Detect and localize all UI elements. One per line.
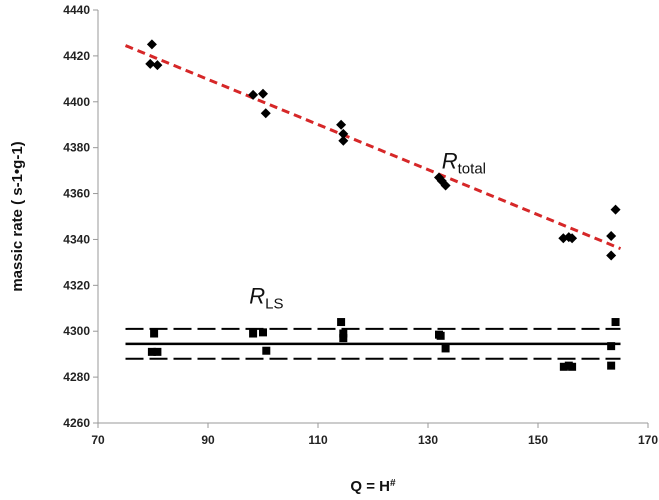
total-point bbox=[258, 88, 268, 99]
total-point bbox=[610, 204, 621, 215]
ls-point bbox=[337, 318, 346, 327]
annotation-r-total-subscript: total bbox=[458, 160, 486, 177]
labels: massic rate ( s-1•g-1) Q = H# Rtotal RLS bbox=[9, 141, 486, 495]
annotation-r-total-symbol: R bbox=[442, 148, 458, 173]
x-axis-title-text: Q = H bbox=[350, 478, 390, 495]
y-tick-label: 4340 bbox=[63, 232, 90, 246]
ls-point bbox=[147, 347, 156, 356]
y-tick-label: 4260 bbox=[63, 416, 90, 430]
total-point bbox=[606, 250, 617, 261]
annotation-r-total: Rtotal bbox=[442, 148, 486, 177]
x-tick-label: 90 bbox=[201, 433, 215, 447]
ls-point bbox=[153, 347, 162, 356]
axes: 4260 4280 4300 4320 4340 4360 4380 4400 4420 4440… bbox=[63, 3, 658, 447]
total-point bbox=[152, 60, 163, 71]
y-tick-label: 4440 bbox=[63, 3, 90, 17]
total-point bbox=[440, 180, 451, 191]
total-fit-layer bbox=[124, 44, 622, 251]
total-point bbox=[260, 108, 271, 119]
data-points bbox=[145, 39, 621, 371]
total-point bbox=[567, 233, 578, 244]
x-tick-label: 110 bbox=[308, 433, 328, 447]
y-tick-label: 4320 bbox=[63, 278, 90, 292]
total-point bbox=[146, 39, 157, 50]
total-point bbox=[338, 128, 349, 139]
ls-point bbox=[259, 328, 267, 337]
y-tick-label: 4280 bbox=[63, 370, 90, 384]
ls-point bbox=[607, 361, 616, 370]
y-axis-title: massic rate ( s-1•g-1) bbox=[9, 141, 26, 291]
x-axis-title: Q = H# bbox=[350, 478, 396, 496]
y-tick-label: 4380 bbox=[63, 141, 90, 155]
y-tick-label: 4300 bbox=[63, 324, 90, 338]
x-tick-label: 170 bbox=[638, 433, 658, 447]
ls-point bbox=[249, 329, 258, 338]
annotation-r-ls: RLS bbox=[249, 284, 283, 313]
x-tick-label: 70 bbox=[91, 433, 105, 447]
total-point bbox=[338, 135, 349, 146]
ls-point bbox=[568, 362, 577, 371]
ls-point bbox=[611, 318, 620, 327]
ls-point bbox=[607, 342, 616, 351]
ls-point bbox=[559, 362, 568, 371]
x-tick-label: 130 bbox=[418, 433, 438, 447]
x-axis-title-superscript: # bbox=[390, 478, 396, 489]
total-fit-line bbox=[124, 44, 622, 251]
total-point bbox=[606, 231, 617, 242]
ls-point bbox=[339, 329, 348, 338]
total-point bbox=[145, 58, 156, 69]
ls-point bbox=[441, 344, 450, 353]
y-tick-label: 4360 bbox=[63, 187, 90, 201]
ls-reference-lines bbox=[125, 327, 621, 360]
ls-point bbox=[262, 346, 271, 355]
ls-point bbox=[339, 334, 348, 343]
ls-point bbox=[436, 331, 445, 340]
y-tick-label: 4400 bbox=[63, 95, 90, 109]
ls-point bbox=[150, 329, 159, 338]
annotation-r-ls-symbol: R bbox=[249, 284, 265, 309]
total-point bbox=[336, 119, 347, 130]
total-point bbox=[248, 89, 259, 100]
annotation-r-ls-subscript: LS bbox=[265, 296, 283, 313]
x-tick-label: 150 bbox=[528, 433, 548, 447]
y-tick-label: 4420 bbox=[63, 49, 90, 63]
